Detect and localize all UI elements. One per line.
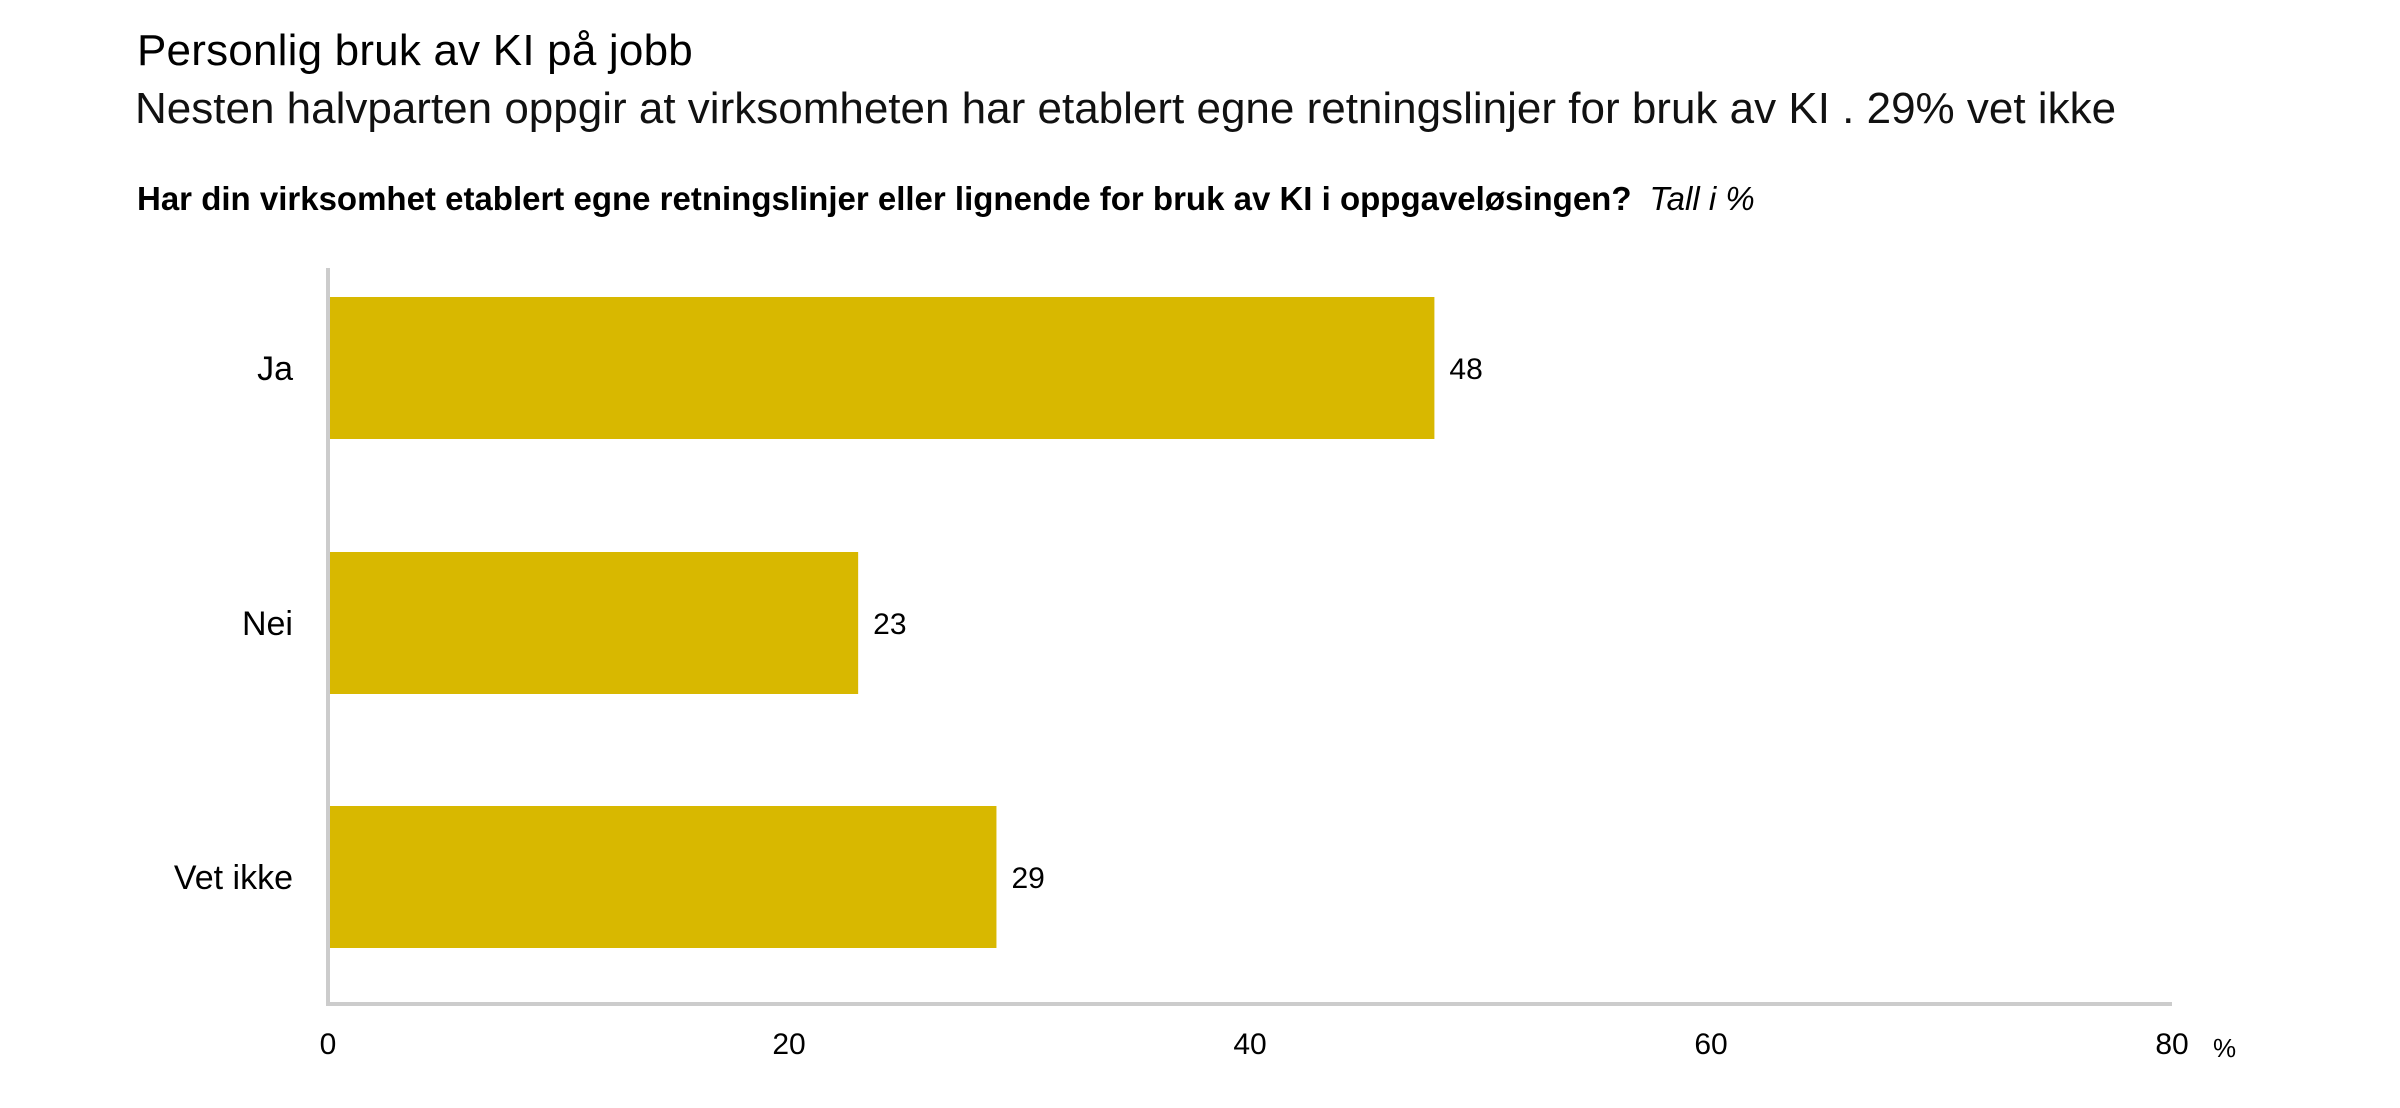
category-label-ja: Ja xyxy=(257,350,293,388)
value-label-nei: 23 xyxy=(873,608,906,641)
bar-nei xyxy=(328,552,859,694)
x-tick-label-40: 40 xyxy=(1233,1028,1266,1061)
category-label-vet-ikke: Vet ikke xyxy=(174,859,293,897)
axis-layer: 0 20 40 60 80% xyxy=(320,268,2236,1063)
category-label-nei: Nei xyxy=(242,605,293,643)
question-row: Har din virksomhet etablert egne retning… xyxy=(137,180,1755,218)
bars-layer: Ja 48 Nei 23 Vet ikke 29 xyxy=(174,297,1483,948)
page-subtitle: Nesten halvparten oppgir at virksomheten… xyxy=(135,84,2117,133)
bar-ja xyxy=(328,297,1435,439)
survey-question: Har din virksomhet etablert egne retning… xyxy=(137,180,1632,217)
unit-note: Tall i % xyxy=(1649,180,1755,217)
x-axis-unit-label: % xyxy=(2213,1033,2236,1063)
value-label-vet-ikke: 29 xyxy=(1011,862,1044,895)
x-tick-label-60: 60 xyxy=(1694,1028,1727,1061)
x-tick-label-20: 20 xyxy=(772,1028,805,1061)
bar-vet-ikke xyxy=(328,806,997,948)
x-tick-label-80: 80 xyxy=(2155,1028,2188,1061)
x-tick-label-0: 0 xyxy=(320,1028,337,1061)
page-title: Personlig bruk av KI på jobb xyxy=(137,26,693,75)
value-label-ja: 48 xyxy=(1449,353,1482,386)
